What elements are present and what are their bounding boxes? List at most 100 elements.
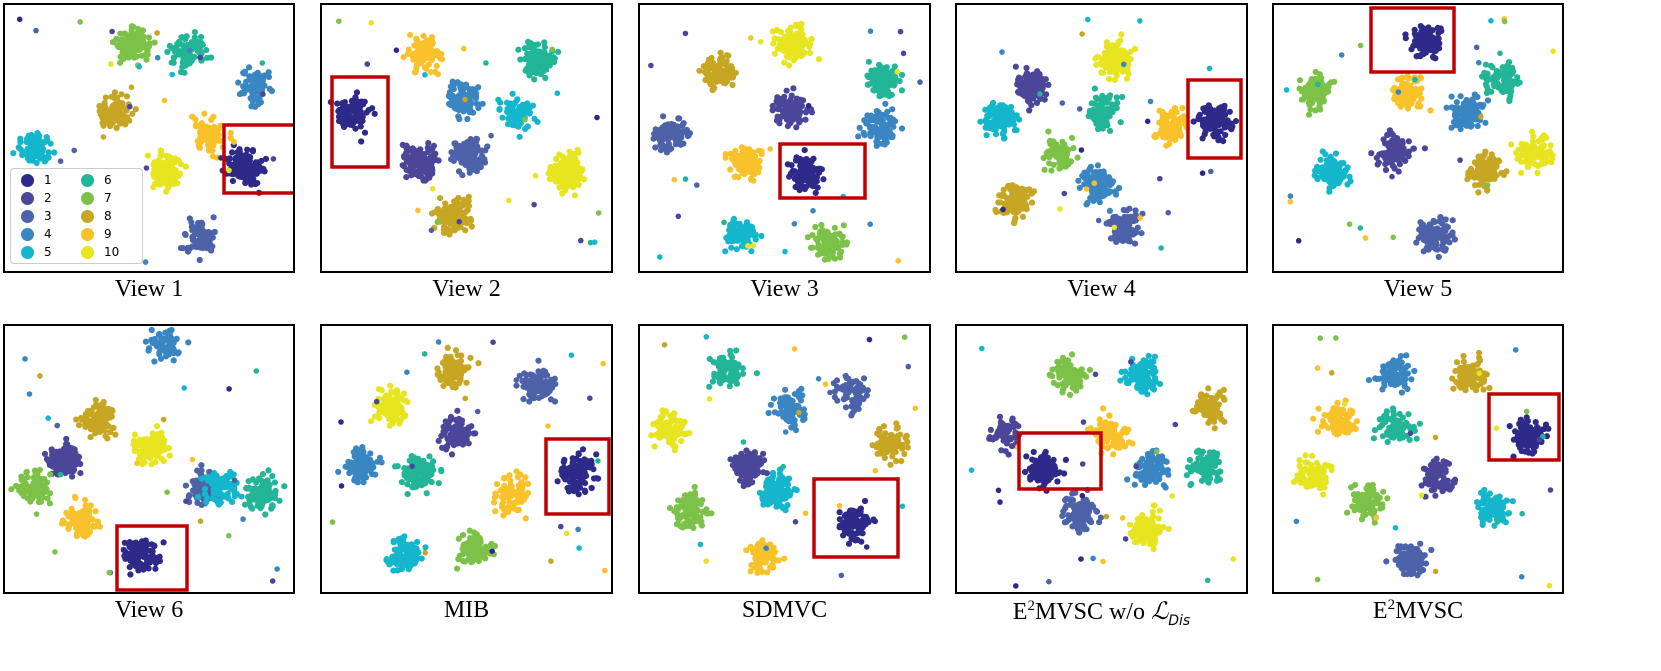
data-point xyxy=(201,110,208,117)
data-point xyxy=(808,109,816,116)
data-point xyxy=(786,34,794,41)
data-point xyxy=(429,185,436,192)
data-point xyxy=(1012,215,1019,222)
data-point xyxy=(1045,128,1052,135)
data-point xyxy=(407,31,414,39)
data-point xyxy=(1507,92,1514,99)
data-point xyxy=(1108,180,1115,187)
data-point xyxy=(882,100,889,107)
data-point xyxy=(399,162,406,169)
data-point xyxy=(117,99,124,106)
data-point xyxy=(542,66,549,73)
data-point xyxy=(776,41,783,48)
data-point xyxy=(727,63,735,70)
data-point xyxy=(872,78,879,85)
data-point xyxy=(453,100,460,107)
data-point xyxy=(674,123,681,130)
data-point xyxy=(1323,169,1330,176)
cluster-5 xyxy=(1311,148,1354,195)
data-point xyxy=(1506,97,1513,105)
data-point xyxy=(1319,148,1326,155)
data-point xyxy=(1160,112,1167,119)
data-point xyxy=(1165,209,1171,216)
data-point xyxy=(182,62,190,69)
data-point xyxy=(1508,81,1515,88)
data-point xyxy=(874,71,881,78)
data-point xyxy=(205,229,212,236)
data-point xyxy=(1484,187,1491,194)
data-point xyxy=(1076,106,1083,112)
data-point xyxy=(227,129,234,136)
data-point xyxy=(410,156,417,163)
data-point xyxy=(258,76,265,83)
data-point xyxy=(199,133,207,140)
data-point xyxy=(143,165,150,171)
data-point xyxy=(169,169,176,176)
data-point xyxy=(435,219,441,225)
data-point xyxy=(816,230,823,237)
data-point xyxy=(1160,133,1167,141)
data-point xyxy=(1172,128,1179,135)
data-point xyxy=(465,193,472,200)
data-point xyxy=(437,55,444,62)
data-point xyxy=(142,259,149,265)
data-point xyxy=(1061,190,1068,197)
data-point xyxy=(1032,73,1039,80)
data-point xyxy=(204,54,211,62)
cluster-5 xyxy=(977,99,1023,142)
data-point xyxy=(731,230,738,237)
data-point xyxy=(1474,122,1481,130)
data-point xyxy=(1121,215,1128,222)
data-point xyxy=(712,74,719,81)
data-point xyxy=(1110,65,1117,72)
data-point xyxy=(166,179,173,186)
data-point xyxy=(1010,188,1017,195)
data-point xyxy=(1435,233,1442,240)
data-point xyxy=(1492,71,1499,78)
data-point xyxy=(865,58,872,65)
cluster-6 xyxy=(1085,85,1126,134)
data-point xyxy=(1015,80,1022,87)
data-point xyxy=(554,90,561,96)
data-point xyxy=(991,111,998,118)
data-point xyxy=(1420,236,1428,243)
data-point xyxy=(748,176,755,183)
data-point xyxy=(758,150,765,158)
data-point xyxy=(820,176,827,183)
data-point xyxy=(559,190,566,197)
data-point xyxy=(717,60,724,67)
data-point xyxy=(477,156,484,163)
data-point xyxy=(531,42,538,49)
data-point xyxy=(989,103,996,111)
data-point xyxy=(1473,104,1480,111)
data-point xyxy=(197,33,205,41)
data-point xyxy=(1040,154,1047,162)
cluster-3 xyxy=(1413,214,1458,260)
data-point xyxy=(191,42,198,49)
data-point xyxy=(861,132,868,139)
data-point xyxy=(1046,160,1053,167)
data-point xyxy=(879,123,886,130)
data-point xyxy=(648,62,654,69)
data-point xyxy=(867,28,874,34)
data-point xyxy=(154,30,160,36)
data-point xyxy=(129,110,136,117)
data-point xyxy=(1101,171,1108,178)
data-point xyxy=(554,167,561,174)
data-point xyxy=(1344,181,1351,188)
data-point xyxy=(96,108,103,115)
data-point xyxy=(424,172,432,179)
data-point xyxy=(180,42,188,49)
data-point xyxy=(708,54,715,62)
data-point xyxy=(1420,248,1427,255)
data-point xyxy=(1070,145,1077,152)
data-point xyxy=(178,69,185,76)
data-point xyxy=(1308,100,1315,107)
data-point xyxy=(806,49,814,57)
data-point xyxy=(210,214,217,221)
data-point xyxy=(143,56,150,63)
data-point xyxy=(1195,116,1202,123)
data-point xyxy=(208,136,216,143)
data-point xyxy=(1311,95,1318,102)
data-point xyxy=(121,30,128,37)
